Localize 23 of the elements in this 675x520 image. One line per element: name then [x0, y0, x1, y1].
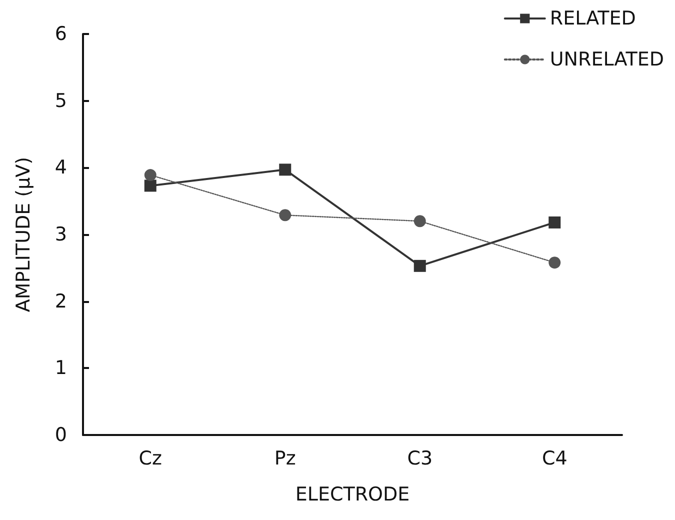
- y-tick-label: 1: [54, 357, 67, 380]
- point: [144, 180, 156, 192]
- point: [548, 216, 561, 228]
- point: [414, 260, 426, 272]
- point: [144, 169, 156, 182]
- y-axis-title: AMPLITUDE (μV): [12, 156, 34, 312]
- x-tick-label: C3: [407, 448, 433, 470]
- y-tick-label: 2: [54, 290, 67, 312]
- x-tick-label: Cz: [138, 448, 162, 470]
- x-axis-title: ELECTRODE: [295, 484, 410, 506]
- y-tick-label: 5: [54, 90, 67, 112]
- point: [414, 215, 426, 228]
- y-tick-label: 4: [54, 156, 67, 179]
- point: [279, 164, 292, 176]
- y-tick-label: 3: [54, 224, 67, 246]
- x-tick-label: C4: [542, 448, 568, 470]
- y-tick-label: 0: [54, 424, 67, 446]
- legend-label: UNRELATED: [550, 48, 664, 70]
- x-tick-label: Pz: [274, 448, 296, 470]
- y-tick-label: 6: [54, 23, 67, 45]
- point: [548, 256, 561, 269]
- point: [279, 209, 292, 222]
- legend-label: RELATED: [550, 8, 636, 30]
